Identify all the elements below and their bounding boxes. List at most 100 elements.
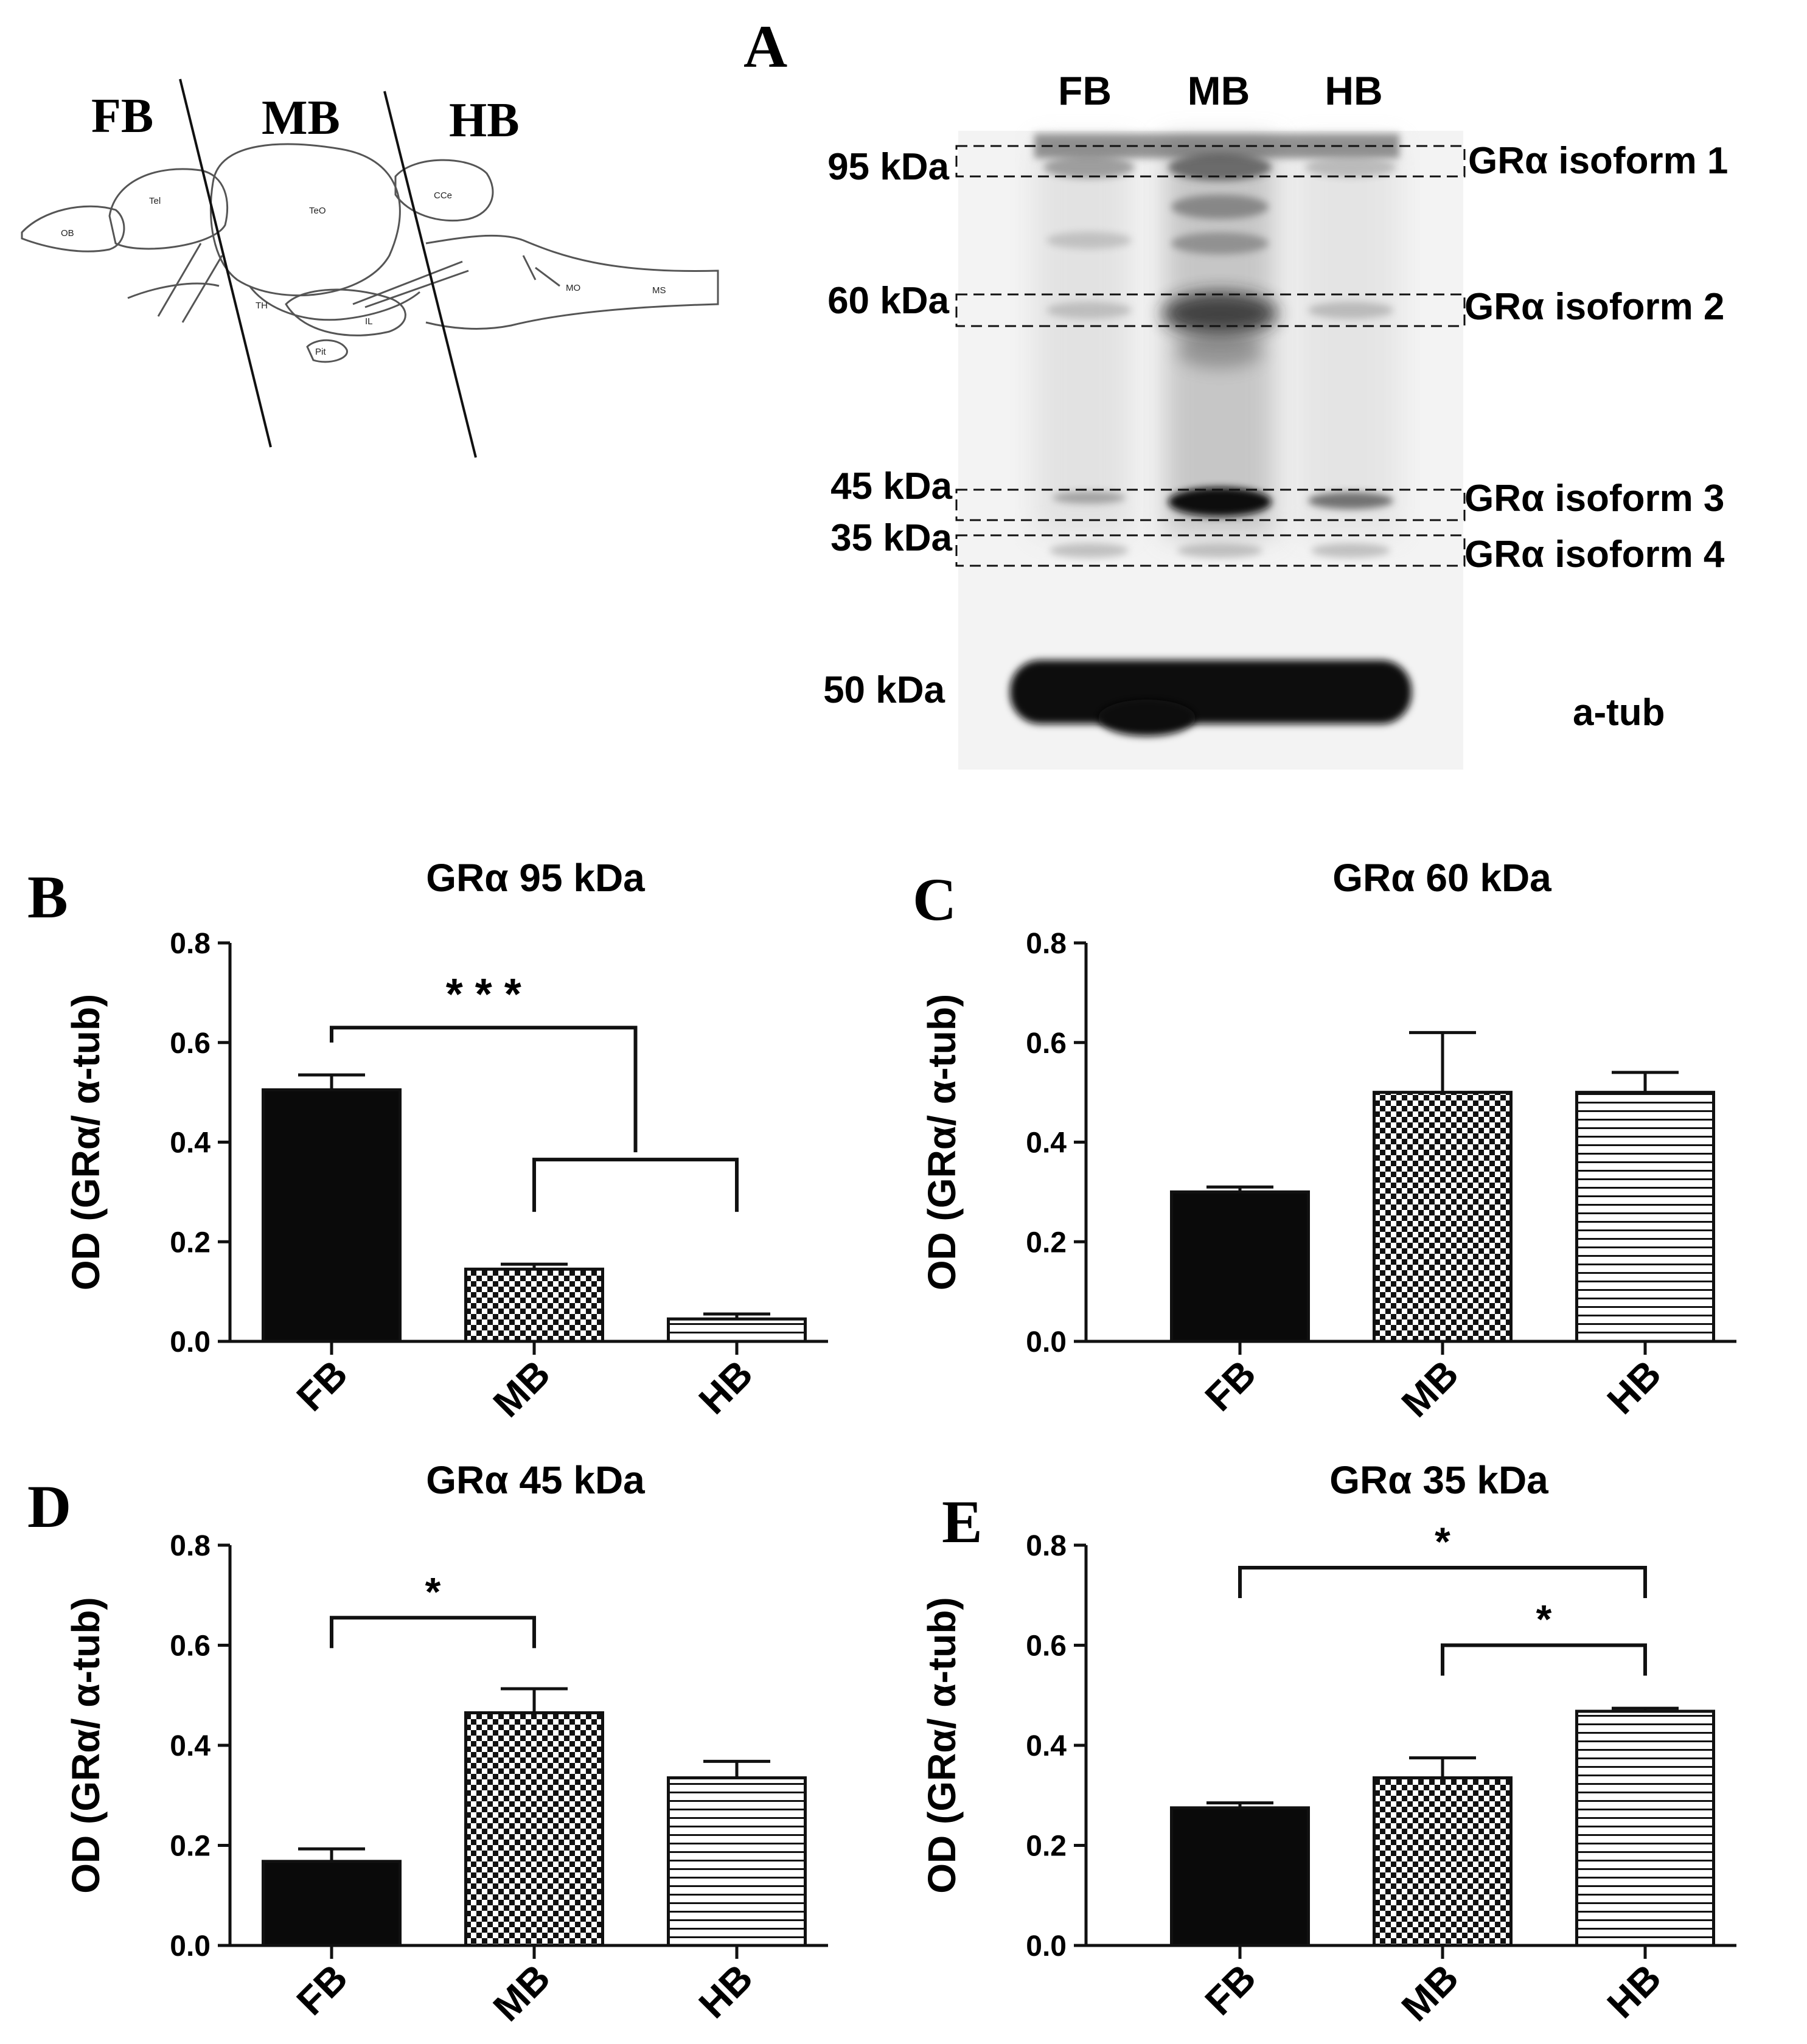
inferior-lobe-shape [285,288,406,336]
y-tick-label: 0.0 [170,1930,211,1962]
label-th: TH [256,301,268,311]
y-tick-label: 0.8 [170,928,211,960]
y-tick-label: 0.2 [170,1830,211,1863]
region-label-hb: HB [449,94,520,147]
olfactory-bulb-shape [21,205,125,252]
y-axis-label: OD (GRα/ α-tub) [64,994,108,1290]
panel-letter-d: D [27,1473,71,1540]
band-45-fb [1053,492,1126,504]
bar-fb [1170,1190,1310,1343]
isoform-3-label: GRα isoform 3 [1464,478,1724,520]
bar-hb [667,1776,807,1947]
isoform-2-label: GRα isoform 2 [1464,286,1724,328]
significance-marker: * [1435,1519,1450,1564]
significance-bracket [330,1616,536,1649]
y-tick-label: 0.4 [1026,1730,1067,1762]
lane-label-mb: MB [1188,68,1250,113]
nerve-bundle-shape [352,260,469,308]
band-45-hb [1308,492,1393,509]
bar-mb [1373,1091,1513,1343]
band-60-mb [1162,291,1278,335]
band-60-hb [1308,302,1393,319]
band-80-mb [1171,195,1269,219]
lane-smear-hb [1296,140,1399,535]
chart-title: GRα 35 kDa [1329,1458,1548,1502]
bar-fb [262,1860,402,1947]
cerebellum-shape [394,159,494,222]
x-tick-label: FB [288,1352,356,1419]
isoform-4-label: GRα isoform 4 [1464,534,1725,575]
cranial-nerves-shape [522,255,560,287]
marker-95: 95 kDa [827,146,949,188]
loading-control-label: a-tub [1573,692,1665,734]
y-axis-label: OD (GRα/ α-tub) [920,1597,964,1893]
optic-tectum-shape [209,143,401,297]
x-tick-label: HB [691,1956,761,2026]
label-ms: MS [652,285,666,296]
structure-labels: OB Tel TeO CCe TH IL Pit MO MS [61,190,666,357]
band-a-tub-mid [1098,700,1196,736]
band-a-tub [1010,660,1412,724]
significance-bracket [1238,1566,1647,1599]
y-tick-label: 0.4 [170,1127,211,1159]
x-tick-label: FB [1197,1956,1264,2023]
label-ob: OB [61,228,74,238]
brain-schematic: FB MB HB OB Tel Te [21,78,719,458]
x-tick-label: FB [288,1956,356,2023]
band-35-mb [1177,543,1262,558]
significance-marker: * * * [446,970,521,1019]
lane-smear-fb [1034,140,1132,535]
optic-nerve-shape [157,243,223,323]
y-tick-label: 0.0 [170,1326,211,1358]
region-label-mb: MB [262,91,340,145]
boundary-fb-mb [179,78,272,448]
bar-mb [1373,1776,1513,1947]
significance-marker: * [1536,1597,1552,1642]
bar-hb [667,1317,807,1343]
bar-charts: B GRα 95 kDa OD (GRα/ α-tub) 0.0 0.2 0.4 0.6 0.… [27,856,1736,2029]
panel-letter-e: E [942,1488,983,1556]
isoform-3-box [955,488,1466,521]
bar-hb [1575,1709,1715,1947]
x-tick-label: MB [1393,1352,1467,1425]
y-tick-label: 0.2 [1026,1830,1067,1863]
band-35-hb [1311,543,1390,558]
y-tick-label: 0.8 [1026,928,1067,960]
region-label-fb: FB [91,89,153,143]
marker-45: 45 kDa [830,465,952,507]
optic-chiasm-shape [127,282,220,299]
boundary-mb-hb [383,91,477,458]
y-tick-label: 0.6 [1026,1027,1067,1060]
bar-mb [464,1711,604,1947]
label-il: IL [365,316,373,327]
chart-e: E GRα 35 kDa OD (GRα/ α-tub) 0.0 0.2 0.4 0.6 0.… [920,1458,1736,2029]
y-tick-label: 0.2 [1026,1226,1067,1259]
medulla-shape [425,234,719,330]
brain-outline [21,143,719,363]
y-tick-label: 0.4 [1026,1127,1067,1159]
panel-letter-c: C [913,866,956,933]
chart-c: C GRα 60 kDa OD (GRα/ α-tub) 0.0 0.2 0.4 0.6 0.… [913,856,1736,1425]
y-tick-label: 0.8 [1026,1530,1067,1562]
significance-marker: * [425,1569,441,1614]
panel-letter-a: A [743,13,787,80]
band-45-mb [1168,487,1272,516]
significance-bracket [330,1026,638,1153]
isoform-4-box [955,534,1466,567]
marker-60: 60 kDa [827,280,949,322]
band-60-fb [1046,302,1132,319]
bar-hb [1575,1091,1715,1343]
isoform-1-label: GRα isoform 1 [1468,140,1728,182]
isoform-boxes [955,145,1466,567]
y-tick-label: 0.6 [1026,1630,1067,1663]
western-blot-panel: A FB MB HB [743,13,1728,770]
chart-title: GRα 95 kDa [426,856,645,900]
band-95-hb [1305,158,1396,177]
telencephalon-shape [108,168,229,250]
x-tick-label: HB [1599,1956,1669,2026]
y-tick-label: 0.6 [170,1027,211,1060]
lane-label-hb: HB [1325,68,1382,113]
chart-d: D GRα 45 kDa OD (GRα/ α-tub) 0.0 0.2 0.4 0.6 0.… [27,1458,828,2029]
x-tick-label: MB [485,1956,559,2029]
